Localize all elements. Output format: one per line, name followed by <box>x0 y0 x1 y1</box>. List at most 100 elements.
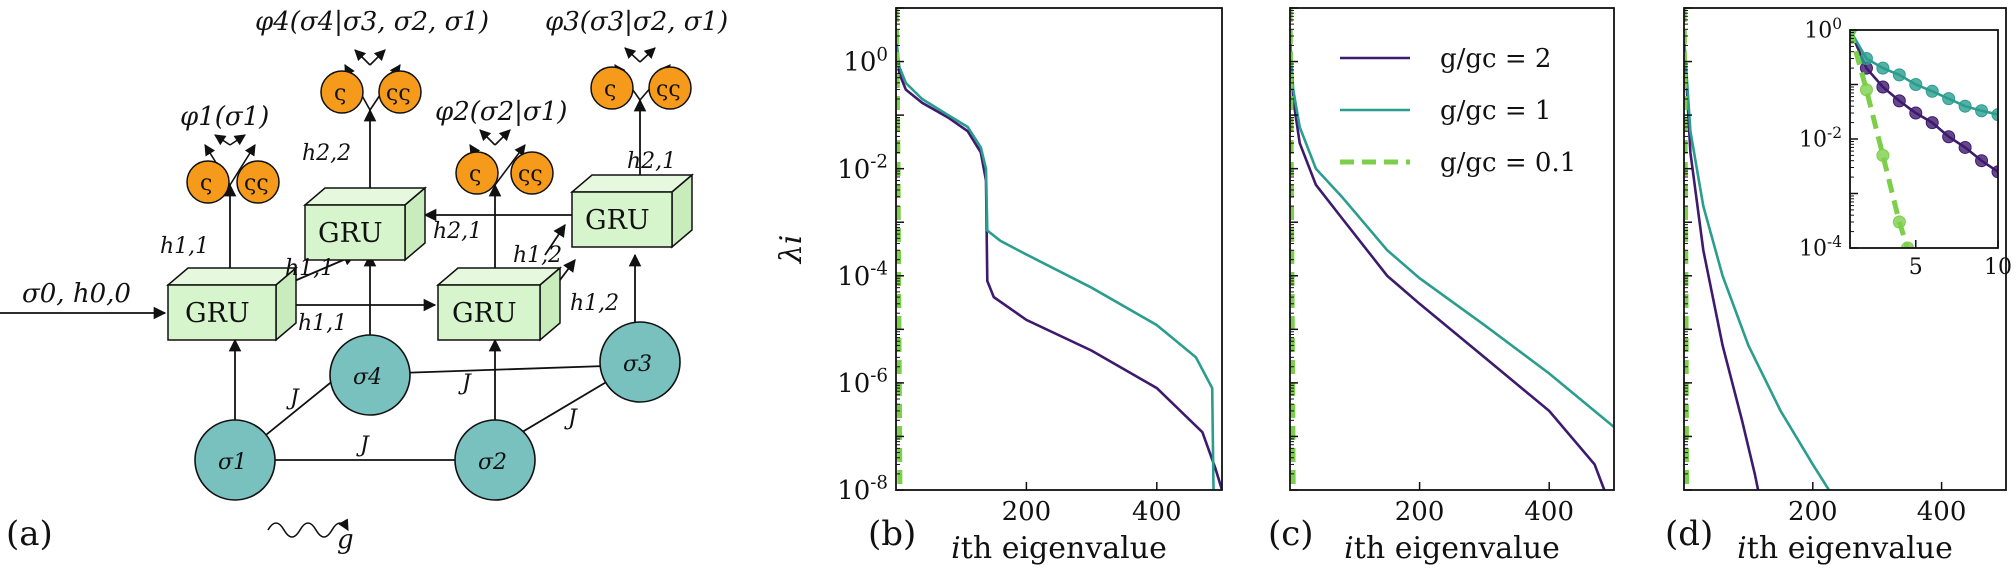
hidden-label: h2,1 <box>433 219 482 244</box>
x-tick-label: 200 <box>1788 497 1838 527</box>
output-label-phi2: φ2(σ2|σ1) <box>435 97 567 127</box>
y-tick-label: 100 <box>1804 15 1842 44</box>
series-line-g-gc-2 <box>1684 35 1760 490</box>
plot-frame <box>1683 7 2007 491</box>
data-point <box>1958 140 1972 154</box>
hidden-label: h1,1 <box>298 311 347 336</box>
hidden-label: h1,1 <box>285 256 334 281</box>
field-label: g <box>337 525 354 555</box>
series-line-g-gc-1 <box>1290 35 1614 429</box>
data-point <box>1991 165 1998 179</box>
gru-box-3: GRU <box>435 266 563 342</box>
data-point <box>1859 83 1873 97</box>
spin-down-glyph: ςς <box>518 162 543 187</box>
gru-box-2: GRU <box>302 186 428 262</box>
series-line-g-gc-2 <box>1850 30 1998 173</box>
output-pair-2: ς ςς <box>320 70 422 114</box>
x-tick-label: 200 <box>1002 497 1052 527</box>
output-label-phi1: φ1(σ1) <box>180 102 269 132</box>
y-tick-label: 10-8 <box>837 473 888 506</box>
gru-label: GRU <box>185 298 250 329</box>
x-tick-label: 10 <box>1984 255 2012 280</box>
x-tick-label: 200 <box>1395 497 1445 527</box>
y-tick-label: 10-2 <box>837 151 888 184</box>
panel-b-chart: 100 10-2 10-4 10-6 10-8 200 400 ith eigenvalue λ… <box>774 7 1223 566</box>
series-group <box>896 8 1222 490</box>
coupling-label-middle: J <box>458 371 472 396</box>
x-axis-label: ith eigenvalue <box>951 531 1167 566</box>
x-tick-label: 400 <box>1524 497 1574 527</box>
data-point <box>1892 68 1906 82</box>
y-tick-label: 10-4 <box>837 258 888 291</box>
panel-tag-c: (c) <box>1268 514 1314 554</box>
spin-up-glyph: ς <box>334 81 346 106</box>
data-point <box>1909 106 1923 120</box>
input-label: σ0, h0,0 <box>22 279 131 309</box>
hidden-label: h1,2 <box>570 291 619 316</box>
spin-node-sigma2: σ2 <box>454 419 536 501</box>
gru-box-4: GRU <box>569 173 695 249</box>
field-wave-icon <box>267 518 349 538</box>
plot-frame <box>895 7 1223 491</box>
x-tick-label: 400 <box>1917 497 1967 527</box>
coupling-label-bottom: J <box>356 433 370 458</box>
legend-label: g/gc = 0.1 <box>1440 148 1576 178</box>
data-point <box>1942 92 1956 106</box>
gru-label: GRU <box>318 218 383 249</box>
spin-up-glyph: ς <box>469 162 481 187</box>
data-point <box>1991 108 1998 122</box>
hidden-label: h1,1 <box>160 234 209 259</box>
data-point <box>1958 99 1972 113</box>
hidden-label: h1,2 <box>513 243 562 268</box>
series-line-g-gc-2 <box>896 35 1222 490</box>
spin-node-sigma3: σ3 <box>599 321 681 403</box>
site-label: σ4 <box>353 365 382 390</box>
panel-tag-b: (b) <box>868 514 916 554</box>
data-point <box>1876 61 1890 75</box>
x-tick-label: 5 <box>1909 255 1923 280</box>
output-pair-4: ς ςς <box>590 66 692 110</box>
output-label-phi4: φ4(σ4|σ3, σ2, σ1) <box>255 7 489 37</box>
x-axis-label: ith eigenvalue <box>1737 531 1953 566</box>
data-point <box>1925 84 1939 98</box>
y-tick-label: 100 <box>843 44 888 77</box>
data-point <box>1876 80 1890 94</box>
panel-tag-a: (a) <box>6 514 53 554</box>
y-axis-label: λi <box>774 235 809 265</box>
data-point <box>1859 51 1873 65</box>
x-axis-label: ith eigenvalue <box>1344 531 1560 566</box>
y-tick-label: 10-2 <box>1799 124 1842 153</box>
inset-chart: 100 10-2 10-4 5 10 <box>1799 15 2012 280</box>
output-pair-3: ς ςς <box>455 151 554 195</box>
plot-frame <box>1289 7 1615 491</box>
panel-d-chart: 200 400 ith eigenvalue 100 10-2 10-4 5 10 <box>1683 7 2012 566</box>
site-label: σ2 <box>478 450 507 475</box>
inset-background <box>1850 30 1998 248</box>
data-point <box>1975 104 1989 118</box>
legend: g/gc = 2 g/gc = 1 g/gc = 0.1 <box>1340 44 1576 178</box>
spin-down-glyph: ςς <box>656 77 681 102</box>
legend-label: g/gc = 1 <box>1440 96 1551 126</box>
hidden-label: h2,1 <box>627 149 676 174</box>
coupling-label-left: J <box>286 386 300 411</box>
hidden-label: h2,2 <box>302 141 351 166</box>
series-line-g-gc-2 <box>1290 35 1606 490</box>
spin-up-glyph: ς <box>604 77 616 102</box>
data-point <box>1909 78 1923 91</box>
y-tick-label: 10-6 <box>837 366 888 399</box>
site-label: σ1 <box>218 450 247 475</box>
series-group <box>1850 30 1998 248</box>
series-group <box>1290 8 1614 490</box>
site-label: σ3 <box>623 352 652 377</box>
series-line-g-gc-1 <box>896 35 1215 490</box>
data-point <box>1876 148 1890 162</box>
spin-down-glyph: ςς <box>386 81 411 106</box>
data-point <box>1925 116 1939 130</box>
spin-node-sigma4: σ4 <box>329 334 411 416</box>
data-point <box>1850 30 1857 37</box>
series-line-g-gc-0-1 <box>1850 30 1910 248</box>
y-tick-label: 10-4 <box>1799 233 1842 262</box>
spin-node-sigma1: σ1 <box>194 419 276 501</box>
